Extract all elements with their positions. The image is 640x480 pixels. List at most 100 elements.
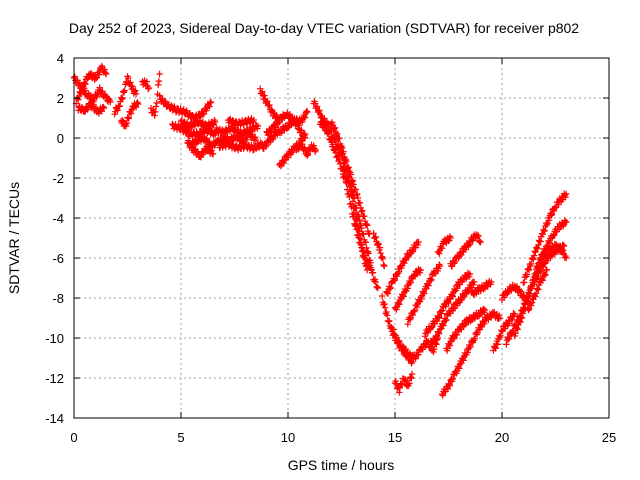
data-point [207, 98, 215, 106]
x-tick-label: 5 [177, 430, 184, 445]
data-point [528, 260, 535, 268]
data-point [401, 259, 408, 267]
data-point [453, 285, 461, 292]
data-point [398, 265, 405, 272]
data-point [415, 238, 422, 246]
data-point [380, 301, 387, 309]
data-point [168, 102, 175, 109]
y-axis-label: SDTVAR / TECUs [6, 182, 22, 294]
data-point [416, 347, 423, 354]
data-point [469, 237, 476, 244]
data-point [252, 133, 259, 141]
data-point [498, 327, 505, 334]
data-point [264, 131, 272, 139]
data-point [408, 360, 415, 367]
data-point [536, 262, 543, 269]
data-point [375, 241, 382, 248]
data-point [77, 90, 85, 97]
data-point [381, 304, 389, 311]
data-point [127, 82, 135, 90]
data-point [540, 226, 547, 233]
data-point [156, 70, 163, 78]
data-point [301, 130, 309, 138]
data-point [342, 167, 349, 175]
data-point [466, 273, 473, 280]
data-point [362, 263, 369, 270]
data-point [331, 125, 338, 132]
x-axis-label: GPS time / hours [288, 457, 395, 473]
data-point [304, 151, 312, 158]
data-point [374, 283, 381, 290]
data-point [274, 120, 282, 127]
data-point [334, 130, 341, 137]
data-point [143, 78, 150, 85]
data-point [540, 255, 548, 262]
data-point [336, 160, 344, 168]
data-point [541, 227, 548, 235]
data-point [351, 222, 359, 230]
data-point [430, 348, 437, 356]
data-point [387, 284, 394, 291]
data-point [396, 268, 403, 275]
data-point [451, 335, 458, 342]
plot-frame [73, 57, 610, 419]
data-point [496, 314, 504, 322]
data-point [316, 107, 323, 114]
data-point [433, 335, 440, 343]
data-point [75, 96, 82, 103]
data-point [512, 330, 519, 337]
data-point [405, 253, 412, 260]
data-point [517, 318, 524, 326]
data-point [381, 300, 388, 308]
data-point [542, 271, 549, 278]
data-point [301, 114, 309, 121]
data-point [545, 239, 553, 246]
data-point [408, 375, 415, 382]
data-point [361, 212, 368, 220]
data-point [384, 289, 391, 297]
data-point [544, 220, 551, 227]
data-point [269, 135, 277, 143]
data-point [347, 188, 354, 196]
data-point [474, 313, 481, 320]
data-point [413, 271, 421, 278]
data-point [503, 341, 510, 348]
data-point [427, 277, 434, 284]
data-point [494, 341, 501, 348]
y-tick-label: 4 [57, 51, 64, 66]
data-point [250, 116, 257, 124]
data-point [354, 194, 362, 201]
data-point [431, 270, 439, 277]
data-point [277, 162, 285, 170]
data-point [374, 284, 382, 292]
data-point [361, 254, 368, 261]
data-point [339, 144, 346, 151]
data-point [210, 132, 217, 139]
y-tick-label: -12 [45, 371, 64, 386]
data-point [152, 103, 160, 110]
data-point [102, 92, 109, 99]
data-point [534, 245, 541, 252]
data-point [121, 87, 128, 94]
data-point [101, 66, 108, 73]
data-point [415, 351, 422, 358]
data-point [461, 293, 468, 300]
data-point [212, 118, 219, 126]
data-point [478, 323, 485, 331]
data-point [544, 257, 551, 264]
data-point [528, 302, 535, 309]
data-point [525, 266, 533, 274]
data-point [357, 220, 364, 227]
data-point [356, 235, 364, 242]
data-point [377, 250, 384, 257]
data-point [525, 305, 533, 313]
data-point [395, 338, 402, 346]
data-point [481, 306, 489, 314]
data-point [543, 266, 551, 274]
data-point [304, 152, 311, 159]
data-point [431, 345, 438, 353]
data-point [371, 234, 379, 241]
data-point [358, 208, 365, 215]
data-point [497, 332, 504, 339]
